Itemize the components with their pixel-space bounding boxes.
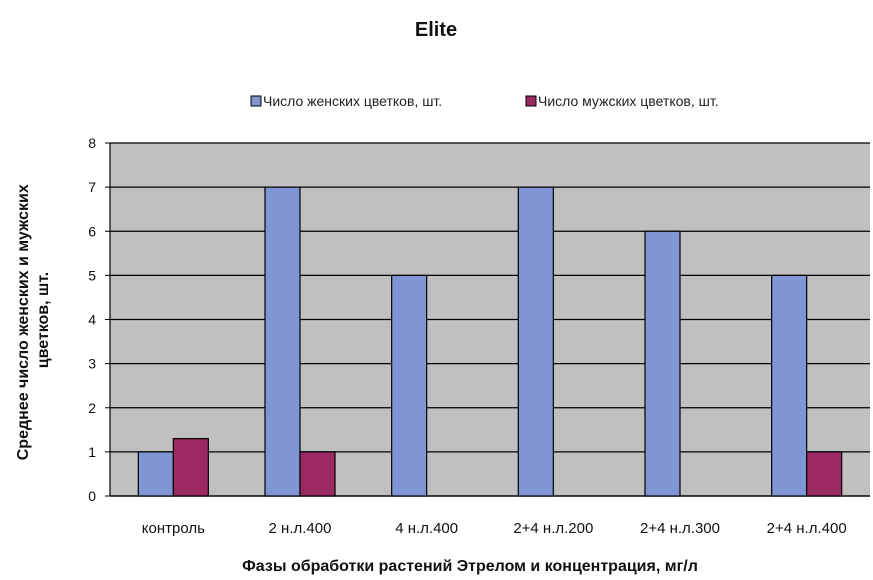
x-axis-label: Фазы обработки растений Этрелом и концен… [242, 558, 698, 575]
y-tick-label: 5 [88, 267, 96, 283]
bar-male-0 [172, 438, 209, 497]
legend-swatch [250, 95, 262, 107]
legend-entry: Число мужских цветков, шт. [538, 93, 719, 109]
y-tick-label: 7 [88, 179, 96, 195]
bar-female-2 [391, 274, 428, 497]
bars [137, 186, 843, 497]
y-axis-label-line-1: Среднее число женских и мужских [15, 184, 32, 460]
y-axis-ticks: 0 1 2 3 4 5 6 7 8 [88, 135, 110, 504]
legend-swatch [525, 95, 537, 107]
legend: Число женских цветков, шт. Число мужских … [250, 93, 719, 109]
bar-female-1 [264, 186, 301, 497]
x-tick-label: 2+4 н.л.300 [640, 520, 720, 537]
x-tick-label: 4 н.л.400 [395, 520, 458, 537]
y-tick-label: 2 [88, 400, 96, 416]
bar-male-1 [299, 451, 336, 497]
legend-entry: Число женских цветков, шт. [263, 93, 442, 109]
y-tick-label: 3 [88, 356, 96, 372]
x-tick-label: 2 н.л.400 [269, 520, 332, 537]
x-axis-ticks: контроль 2 н.л.400 4 н.л.400 2+4 н.л.200 2+4… [142, 520, 847, 537]
chart-title: Elite [415, 19, 457, 41]
x-tick-label: 2+4 н.л.400 [767, 520, 847, 537]
y-tick-label: 8 [88, 135, 96, 151]
bar-female-0 [137, 451, 174, 497]
y-tick-label: 6 [88, 223, 96, 239]
bar-female-5 [771, 274, 808, 497]
bar-female-3 [517, 186, 554, 497]
y-axis-label: Среднее число женских и мужских цветков,… [15, 180, 52, 461]
y-tick-label: 1 [88, 444, 96, 460]
y-axis-label-line-2: цветков, шт. [35, 272, 52, 369]
x-tick-label: контроль [142, 520, 205, 537]
x-tick-label: 2+4 н.л.200 [513, 520, 593, 537]
y-tick-label: 0 [88, 488, 96, 504]
y-tick-label: 4 [88, 312, 96, 328]
bar-male-5 [806, 451, 843, 497]
bar-female-4 [644, 230, 681, 497]
